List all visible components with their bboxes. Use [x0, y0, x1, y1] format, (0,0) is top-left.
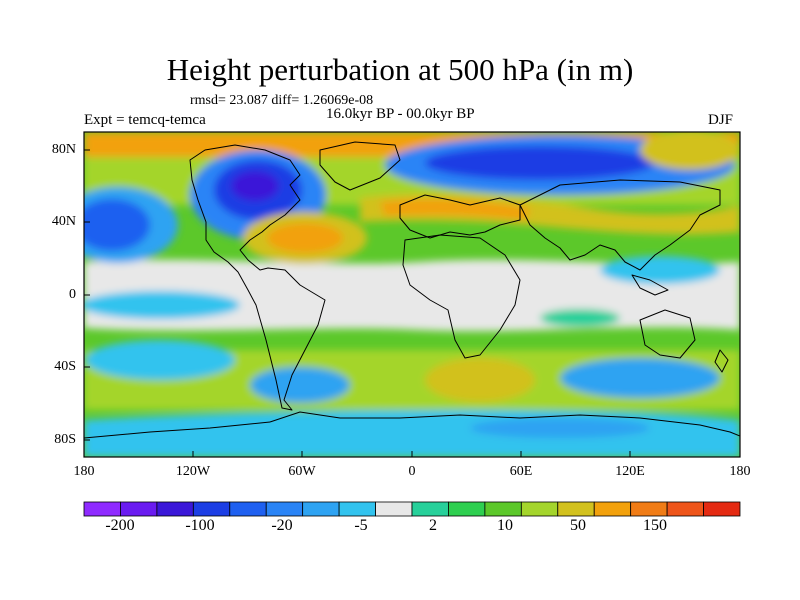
east-pacific-patch: [84, 291, 240, 319]
colorbar-label: -100: [185, 517, 215, 534]
europe-positive-core: [380, 199, 530, 220]
greenland-coast: [319, 141, 401, 191]
rmsd-stats: rmsd= 23.087 diff= 1.26069e-08: [190, 93, 374, 108]
colorbar-label: -5: [354, 517, 368, 534]
experiment-label: Expt = temcq-temca: [84, 112, 206, 128]
colorbar-swatch: [411, 501, 449, 517]
colorbar-swatch: [557, 501, 595, 517]
colorbar-swatch: [265, 501, 304, 517]
antarctica-coast: [269, 411, 740, 437]
colorbar-swatch: [302, 501, 340, 517]
colorbar-swatch: [630, 501, 668, 517]
colorbar-label: 50: [570, 517, 586, 534]
north-american-low-core: [231, 171, 279, 201]
colorbar-swatch: [120, 501, 158, 517]
lat-label: 80N: [51, 142, 76, 157]
colorbar-swatch: [593, 501, 632, 517]
north-pacific-low-core: [84, 199, 150, 251]
colorbar-label: -200: [105, 517, 135, 534]
colorbar-swatch: [666, 501, 704, 517]
colorbar-swatch: [448, 501, 486, 517]
arctic-pacific-positive: [640, 132, 740, 170]
colorbar-label: 2: [429, 517, 437, 534]
lon-label: 0: [408, 464, 416, 479]
colorbar-swatch: [338, 501, 376, 517]
colorbar-swatch: [703, 501, 741, 517]
eurasian-low-core: [425, 146, 655, 180]
africa-coast: [402, 234, 521, 359]
indonesia-coast: [631, 274, 669, 296]
colorbar-swatch: [156, 501, 194, 517]
south-america-negative: [250, 367, 350, 403]
colorbar-swatch: [484, 501, 522, 517]
lat-label: 40S: [54, 359, 76, 374]
west-pacific-patch: [600, 256, 720, 284]
lon-label: 180: [73, 464, 95, 479]
lon-label: 60E: [509, 464, 533, 479]
lon-label: 120W: [175, 464, 211, 479]
antarctica-coast-west: [84, 421, 271, 439]
colorbar-label: 150: [643, 517, 667, 534]
colorbar-swatch: [520, 501, 559, 517]
colorbar-label: -20: [271, 517, 293, 534]
colorbar-swatch: [375, 501, 413, 517]
south-pacific-negative: [85, 340, 235, 380]
lon-label: 180: [729, 464, 751, 479]
europe-coast: [399, 194, 521, 239]
colorbar-swatch: [229, 501, 267, 517]
south-indian-negative: [560, 358, 720, 398]
lat-label: 40N: [51, 214, 76, 229]
atlantic-high-core: [267, 223, 343, 253]
lat-label: 0: [69, 287, 76, 302]
south-atlantic-positive: [425, 358, 535, 402]
lon-label: 60W: [288, 464, 316, 479]
colorbar-swatch: [192, 501, 231, 517]
tick-marks: [83, 149, 741, 457]
lat-label: 80S: [54, 432, 76, 447]
contour-field: [84, 132, 740, 457]
colorbar-label: 10: [497, 517, 513, 534]
indian-ocean-patch: [540, 309, 620, 327]
asia-coast: [519, 179, 721, 271]
antarctic-negative-core: [470, 418, 650, 438]
new-zealand-coast: [714, 349, 729, 373]
colorbar-swatch: [83, 501, 121, 517]
australia-coast: [639, 309, 696, 359]
coastlines: [84, 141, 740, 439]
americas-coast: [189, 144, 326, 411]
lon-label: 120E: [615, 464, 645, 479]
time-period: 16.0kyr BP - 00.0kyr BP: [326, 106, 475, 122]
season-label: DJF: [708, 112, 734, 128]
plot-title: Height perturbation at 500 hPa (in m): [166, 52, 634, 87]
colorbar: [83, 501, 741, 517]
